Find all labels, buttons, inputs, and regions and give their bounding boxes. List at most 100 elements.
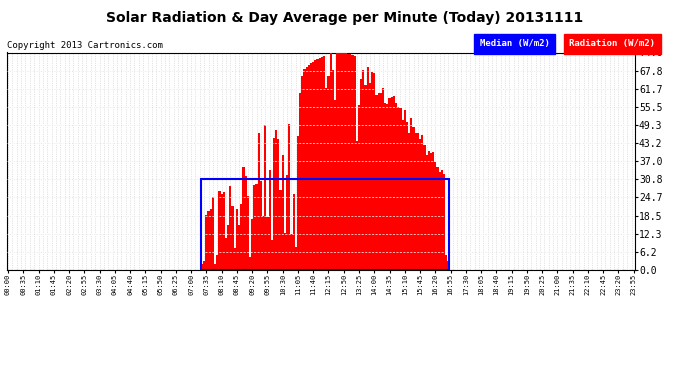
Bar — [242, 166, 244, 270]
Bar — [302, 76, 304, 270]
Bar — [439, 172, 441, 270]
Bar — [277, 138, 279, 270]
Bar — [377, 93, 380, 270]
Bar — [415, 133, 417, 270]
Bar — [244, 176, 247, 270]
Bar — [351, 55, 353, 270]
Bar — [319, 58, 321, 270]
Text: Radiation (W/m2): Radiation (W/m2) — [569, 39, 656, 48]
Bar — [253, 185, 255, 270]
Bar — [397, 107, 400, 270]
Bar — [327, 76, 330, 270]
Bar — [402, 120, 404, 270]
Bar — [208, 211, 210, 270]
Bar — [317, 59, 319, 270]
Text: Solar Radiation & Day Average per Minute (Today) 20131111: Solar Radiation & Day Average per Minute… — [106, 11, 584, 25]
Bar — [236, 209, 238, 270]
Bar — [384, 103, 386, 270]
Bar — [428, 151, 430, 270]
Bar — [408, 133, 411, 270]
Bar — [325, 88, 327, 270]
Bar — [332, 70, 334, 270]
Bar — [249, 257, 251, 270]
Bar — [223, 192, 225, 270]
Bar — [424, 145, 426, 270]
Bar — [382, 88, 384, 270]
Bar — [295, 247, 297, 270]
Bar — [380, 93, 382, 270]
Bar — [340, 53, 343, 270]
Bar — [445, 255, 447, 270]
Bar — [286, 175, 288, 270]
Bar — [432, 152, 434, 270]
Bar — [353, 56, 356, 270]
Bar — [388, 98, 391, 270]
Bar — [262, 216, 264, 270]
Bar — [369, 82, 371, 270]
Bar — [240, 204, 242, 270]
Bar — [214, 264, 216, 270]
Bar — [375, 95, 377, 270]
Bar — [338, 53, 340, 270]
Bar — [366, 67, 369, 270]
Bar — [391, 97, 393, 270]
Bar — [356, 141, 358, 270]
Bar — [411, 118, 413, 270]
Bar — [201, 264, 203, 270]
Bar — [312, 62, 315, 270]
Bar — [225, 238, 227, 270]
Bar — [360, 79, 362, 270]
Bar — [358, 105, 360, 270]
Bar — [218, 192, 221, 270]
Bar — [210, 209, 212, 270]
Bar — [238, 225, 240, 270]
Bar — [306, 67, 308, 270]
Bar — [284, 233, 286, 270]
Bar — [268, 170, 270, 270]
Bar — [315, 60, 317, 270]
Bar — [413, 127, 415, 270]
Bar — [299, 93, 302, 270]
Bar — [371, 72, 373, 270]
Bar — [275, 130, 277, 270]
Bar — [234, 248, 236, 270]
Bar — [323, 56, 325, 270]
Bar — [282, 155, 284, 270]
Bar — [229, 186, 231, 270]
Bar — [362, 70, 364, 270]
Bar — [257, 134, 260, 270]
Bar — [395, 103, 397, 270]
Bar — [290, 234, 293, 270]
Bar — [347, 54, 349, 270]
Bar — [334, 99, 336, 270]
Bar — [330, 53, 332, 270]
Bar — [343, 53, 345, 270]
Bar — [260, 181, 262, 270]
Bar — [273, 138, 275, 270]
Bar — [349, 54, 351, 270]
Bar — [419, 139, 421, 270]
Bar — [443, 174, 445, 270]
Bar — [404, 110, 406, 270]
Bar — [255, 184, 257, 270]
Bar — [266, 217, 268, 270]
Bar — [406, 122, 408, 270]
Text: Copyright 2013 Cartronics.com: Copyright 2013 Cartronics.com — [7, 41, 163, 50]
Bar — [434, 162, 436, 270]
Bar — [364, 85, 366, 270]
Bar — [297, 136, 299, 270]
Bar — [251, 219, 253, 270]
Bar — [206, 215, 208, 270]
Bar — [393, 96, 395, 270]
Bar — [421, 135, 424, 270]
Bar — [426, 155, 428, 270]
Bar — [212, 196, 214, 270]
Bar — [203, 261, 206, 270]
Bar — [441, 170, 443, 270]
Bar — [201, 180, 449, 270]
Bar — [221, 195, 223, 270]
Bar — [373, 73, 375, 270]
Bar — [321, 57, 323, 270]
Bar — [270, 240, 273, 270]
Bar — [400, 108, 402, 270]
